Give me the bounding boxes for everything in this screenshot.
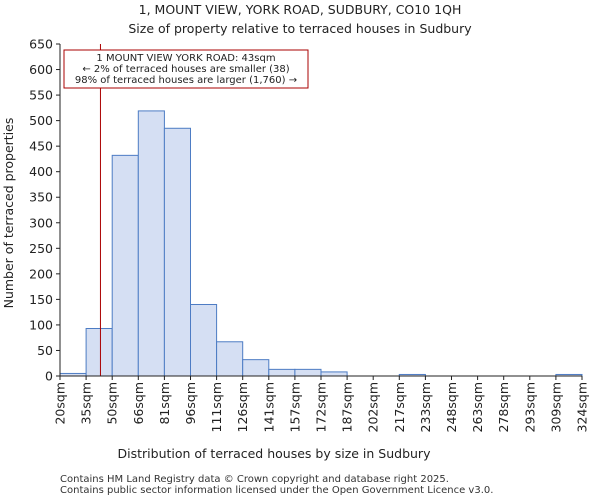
x-tick-label: 278sqm (496, 382, 511, 432)
bar-141sqm (268, 368, 296, 377)
bar-96sqm (190, 303, 218, 377)
x-axis-ticks: 20sqm 35sqm 50sqm 66sqm 81sqm 96sqm 111sqm 126s… (53, 376, 590, 432)
footer-attribution-line-1: Contains HM Land Registry data © Crown c… (60, 474, 449, 485)
y-tick-label: 500 (29, 113, 53, 128)
footer-attribution-line-2: Contains public sector information licen… (60, 485, 494, 496)
bar-66sqm (137, 110, 165, 377)
y-tick-label: 450 (29, 139, 53, 154)
bar-35sqm (85, 327, 113, 377)
x-tick-label: 96sqm (183, 382, 198, 425)
y-axis-ticks: 0 50 100 150 200 250 300 350 400 450 500 550 600 650 (29, 37, 60, 384)
bar-50sqm (111, 154, 139, 377)
y-tick-label: 200 (29, 266, 53, 281)
y-tick-label: 100 (29, 317, 53, 332)
y-tick-label: 250 (29, 241, 53, 256)
x-tick-label: 324sqm (575, 382, 590, 432)
chart-title: 1, MOUNT VIEW, YORK ROAD, SUDBURY, CO10 … (139, 2, 462, 17)
bar-157sqm (294, 368, 322, 377)
x-tick-label: 187sqm (340, 382, 355, 432)
x-tick-label: 50sqm (105, 382, 120, 425)
bars (59, 110, 583, 377)
x-tick-label: 217sqm (392, 382, 407, 432)
chart-subtitle: Size of property relative to terraced ho… (128, 21, 472, 36)
x-tick-label: 263sqm (470, 382, 485, 432)
x-axis-label: Distribution of terraced houses by size … (118, 446, 432, 461)
x-tick-label: 157sqm (287, 382, 302, 432)
x-tick-label: 309sqm (548, 382, 563, 432)
y-axis-label: Number of terraced properties (1, 118, 16, 309)
y-tick-label: 400 (29, 164, 53, 179)
x-tick-label: 172sqm (314, 382, 329, 432)
x-tick-label: 141sqm (261, 382, 276, 432)
x-tick-label: 126sqm (235, 382, 250, 432)
x-tick-label: 202sqm (366, 382, 381, 432)
x-tick-label: 81sqm (157, 382, 172, 425)
x-tick-label: 111sqm (209, 382, 224, 432)
y-tick-label: 350 (29, 190, 53, 205)
x-tick-label: 248sqm (444, 382, 459, 432)
annotation-line-1: 1 MOUNT VIEW YORK ROAD: 43sqm (96, 53, 275, 64)
x-tick-label: 20sqm (53, 382, 68, 425)
bar-81sqm (163, 127, 191, 377)
bar-111sqm (216, 341, 244, 377)
annotation-box: 1 MOUNT VIEW YORK ROAD: 43sqm ← 2% of te… (63, 49, 309, 89)
y-tick-label: 50 (37, 343, 53, 358)
annotation-border (63, 49, 309, 89)
bar-126sqm (242, 359, 270, 377)
x-tick-label: 233sqm (418, 382, 433, 432)
y-tick-label: 650 (29, 37, 53, 52)
x-tick-label: 66sqm (131, 382, 146, 425)
y-tick-label: 600 (29, 62, 53, 77)
y-tick-label: 300 (29, 215, 53, 230)
x-tick-label: 293sqm (522, 382, 537, 432)
y-tick-label: 550 (29, 88, 53, 103)
annotation-line-3: 98% of terraced houses are larger (1,760… (75, 75, 297, 86)
x-tick-label: 35sqm (79, 382, 94, 425)
y-tick-label: 150 (29, 292, 53, 307)
y-tick-label: 0 (45, 369, 53, 384)
annotation-line-2: ← 2% of terraced houses are smaller (38) (82, 64, 289, 75)
bar-172sqm (320, 371, 348, 377)
